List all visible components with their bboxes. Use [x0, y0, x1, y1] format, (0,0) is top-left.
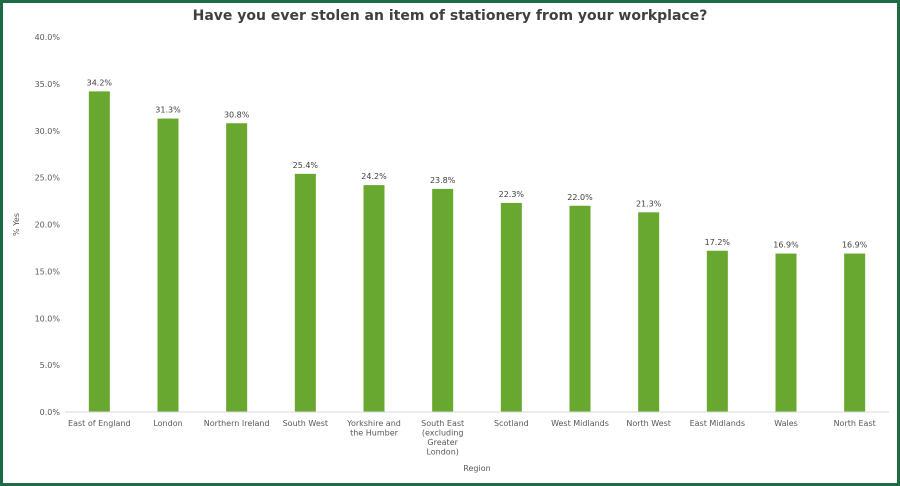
data-labels: 34.2% 31.3% 30.8% 25.4% 24.2% 23.8% 22.3% 22.0%… — [87, 78, 868, 249]
bar — [775, 253, 797, 412]
data-label: 30.8% — [224, 110, 250, 119]
y-axis-label: % Yes — [12, 213, 21, 236]
y-tick-label: 35.0% — [35, 80, 61, 89]
bar — [363, 185, 385, 412]
bar — [638, 212, 660, 412]
bars — [88, 91, 866, 412]
x-tick-label: Yorkshire and the Humber — [346, 419, 401, 438]
y-tick-label: 5.0% — [40, 361, 61, 370]
x-tick-label: North West — [626, 419, 671, 428]
chart-title: Have you ever stolen an item of statione… — [192, 8, 708, 24]
x-tick-label: East Midlands — [690, 419, 745, 428]
bar — [844, 253, 866, 412]
y-tick-label: 40.0% — [35, 33, 61, 42]
x-axis-label: Region — [463, 464, 490, 473]
bar — [500, 202, 522, 412]
y-tick-label: 10.0% — [35, 314, 61, 323]
data-label: 31.3% — [155, 106, 181, 115]
data-label: 21.3% — [636, 199, 662, 208]
data-label: 22.0% — [567, 193, 593, 202]
x-tick-label: Wales — [774, 419, 798, 428]
x-tick-label: South West — [283, 419, 328, 428]
x-tick-label: North East — [834, 419, 876, 428]
data-label: 17.2% — [705, 238, 731, 247]
y-tick-label: 30.0% — [35, 127, 61, 136]
y-tick-label: 20.0% — [35, 221, 61, 230]
data-label: 16.9% — [773, 241, 799, 250]
bar — [706, 250, 728, 412]
bar — [569, 205, 591, 412]
bar — [226, 123, 248, 412]
x-tick-label: South East (excluding Greater London) — [421, 419, 464, 457]
bar — [157, 118, 179, 412]
bar — [432, 188, 454, 412]
data-label: 22.3% — [499, 190, 525, 199]
data-label: 16.9% — [842, 241, 868, 250]
y-tick-label: 0.0% — [40, 408, 61, 417]
y-tick-label: 15.0% — [35, 267, 61, 276]
x-axis-ticks: East of England London Northern Ireland Sou… — [68, 419, 876, 457]
data-label: 34.2% — [87, 78, 113, 87]
x-tick-label: Scotland — [494, 419, 529, 428]
x-tick-label: East of England — [68, 419, 131, 428]
bar — [88, 91, 110, 412]
data-label: 23.8% — [430, 176, 456, 185]
x-tick-label: Northern Ireland — [204, 419, 270, 428]
y-axis-ticks: 0.0% 5.0% 10.0% 15.0% 20.0% 25.0% 30.0% 35.0% 40… — [35, 33, 61, 417]
y-tick-label: 25.0% — [35, 174, 61, 183]
data-label: 25.4% — [293, 161, 319, 170]
x-tick-label: West Midlands — [551, 419, 609, 428]
data-label: 24.2% — [361, 172, 387, 181]
x-tick-label: London — [153, 419, 182, 428]
bar — [294, 173, 316, 412]
